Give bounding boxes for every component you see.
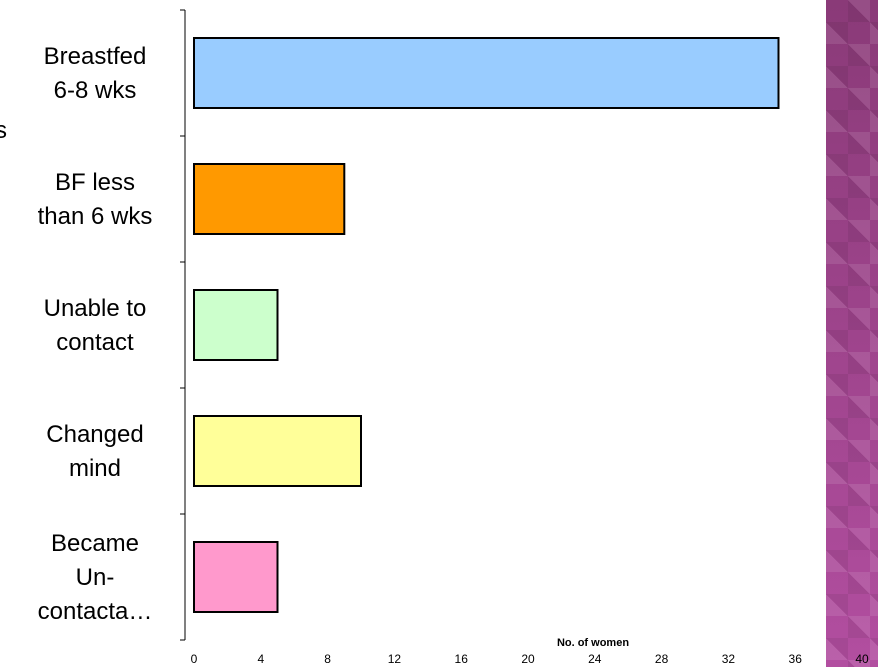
x-tick-label: 16 (455, 652, 469, 666)
x-tick-label: 28 (655, 652, 669, 666)
x-tick-label: 0 (191, 652, 198, 666)
bar-1 (193, 37, 780, 109)
x-tick-label: 40 (855, 652, 869, 666)
x-tick-label: 8 (324, 652, 331, 666)
x-tick-label: 36 (789, 652, 803, 666)
x-tick-label: 20 (521, 652, 535, 666)
x-tick-label: 32 (722, 652, 736, 666)
axes (180, 9, 186, 641)
bar-2 (193, 163, 346, 235)
bar-3 (193, 289, 279, 361)
category-label-2: BF less than 6 wks (38, 169, 153, 230)
clipped-edge-text: s (0, 117, 7, 144)
category-label-4: Changed mind (46, 421, 143, 482)
category-label-5: Became Un-contacta… (38, 530, 153, 625)
x-axis-title: No. of women (557, 637, 629, 649)
x-tick-label: 4 (257, 652, 264, 666)
bar-5 (193, 541, 279, 613)
x-tick-labels: 0 4 8 12 16 20 24 28 32 36 40 (191, 652, 869, 666)
slide-background-band (826, 0, 878, 667)
x-tick-label: 24 (588, 652, 602, 666)
category-label-1: Breastfed 6-8 wks (44, 43, 147, 104)
category-label-3: Unable to contact (44, 295, 147, 356)
bar-4 (193, 415, 362, 487)
bars (193, 37, 780, 613)
category-labels: Breastfed 6-8 wks BF less than 6 wks Unable … (38, 43, 153, 625)
x-tick-label: 12 (388, 652, 402, 666)
